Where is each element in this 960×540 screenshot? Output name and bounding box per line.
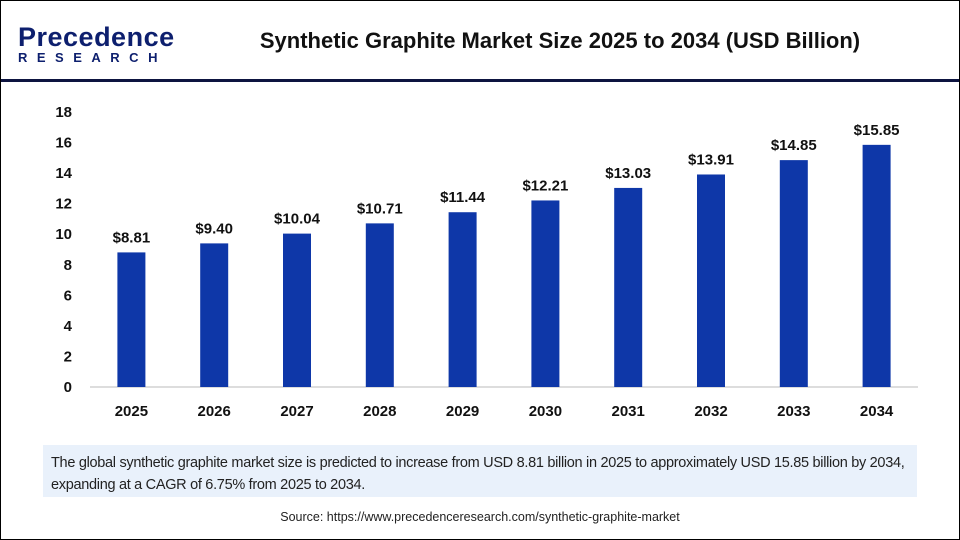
data-label: $15.85 — [854, 122, 900, 139]
data-label: $12.21 — [522, 177, 568, 194]
bar — [697, 174, 725, 387]
data-label: $10.71 — [357, 200, 403, 217]
x-tick-label: 2026 — [198, 403, 231, 420]
data-label: $8.81 — [113, 229, 151, 246]
y-tick-label: 4 — [64, 318, 73, 335]
bar — [200, 243, 229, 387]
x-tick-label: 2031 — [612, 403, 645, 420]
x-tick-label: 2027 — [280, 403, 313, 420]
bar — [531, 200, 560, 387]
y-tick-label: 6 — [64, 287, 72, 304]
bar — [614, 187, 643, 387]
x-tick-label: 2029 — [446, 403, 479, 420]
data-label: $11.44 — [440, 189, 486, 206]
bar — [283, 233, 311, 387]
header-divider — [1, 79, 959, 82]
y-tick-label: 16 — [55, 135, 72, 152]
y-tick-label: 18 — [55, 104, 72, 121]
y-tick-label: 0 — [64, 379, 72, 396]
x-tick-label: 2028 — [363, 403, 396, 420]
x-tick-label: 2025 — [115, 403, 148, 420]
x-tick-label: 2034 — [860, 403, 894, 420]
data-label: $14.85 — [771, 137, 817, 154]
data-label: $10.04 — [274, 211, 321, 228]
data-label: $13.03 — [605, 165, 651, 182]
x-tick-label: 2033 — [777, 403, 810, 420]
bar — [365, 223, 394, 387]
source: Source: https://www.precedenceresearch.c… — [280, 510, 680, 524]
bar — [117, 252, 146, 387]
chart-title: Synthetic Graphite Market Size 2025 to 2… — [259, 28, 861, 53]
x-tick-label: 2030 — [529, 403, 562, 420]
x-tick-label: 2032 — [694, 403, 727, 420]
logo-line1: Precedence — [18, 22, 175, 52]
y-tick-label: 8 — [64, 257, 72, 274]
bar — [779, 160, 808, 387]
logo-line2: RESEARCH — [18, 50, 167, 65]
y-tick-label: 14 — [55, 165, 72, 182]
data-label: $13.91 — [688, 151, 734, 168]
y-tick-label: 10 — [55, 226, 72, 243]
bar — [448, 212, 477, 387]
y-tick-label: 12 — [55, 196, 72, 213]
bar — [862, 144, 891, 387]
logo: Precedence RESEARCH — [18, 22, 175, 65]
caption: The global synthetic graphite market siz… — [43, 445, 917, 497]
y-tick-label: 2 — [64, 348, 72, 365]
data-label: $9.40 — [195, 220, 233, 237]
